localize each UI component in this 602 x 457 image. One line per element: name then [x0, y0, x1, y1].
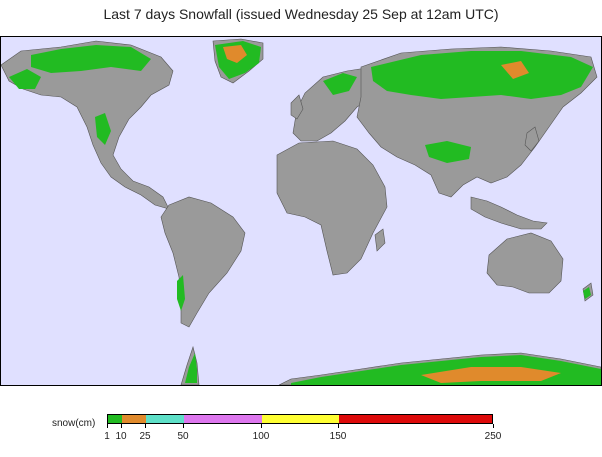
legend-tick-mark	[338, 424, 339, 428]
world-map-svg	[1, 37, 601, 385]
legend-color-bar-svg	[108, 415, 492, 423]
snow-andes	[177, 275, 185, 311]
snow-siberia-heavy	[501, 61, 529, 79]
map-title: Last 7 days Snowfall (issued Wednesday 2…	[103, 6, 499, 22]
legend-tick-mark	[493, 424, 494, 428]
legend-tick-label: 1	[104, 431, 110, 442]
legend-tick-mark	[121, 424, 122, 428]
legend-tick-label: 100	[252, 431, 270, 442]
africa	[276, 140, 388, 276]
british-isles	[290, 94, 304, 120]
north-america	[1, 40, 174, 210]
snow-scandinavia	[323, 73, 357, 95]
maritime-southeast-asia	[470, 196, 548, 230]
legend-bin-50-100	[184, 415, 262, 423]
madagascar	[374, 228, 386, 252]
snow-greenland-heavy	[223, 45, 247, 63]
snow-alaska	[9, 69, 41, 89]
snow-rockies	[95, 113, 111, 145]
world-map	[0, 36, 602, 386]
snow-tibet	[425, 141, 471, 163]
legend-tick-label: 25	[139, 431, 151, 442]
snow-siberia	[371, 51, 593, 99]
snow-new-zealand	[583, 287, 591, 299]
legend-tick-label: 250	[484, 431, 502, 442]
legend-color-bar	[107, 414, 493, 424]
legend-tick-mark	[261, 424, 262, 428]
snow-antarctic-peninsula	[185, 353, 197, 383]
legend-bin-100-150	[262, 415, 339, 423]
legend-bin-10-25	[122, 415, 146, 423]
legend-bin-1-10	[108, 415, 122, 423]
legend-bin-25-50	[146, 415, 184, 423]
legend-label: snow(cm)	[52, 418, 96, 429]
legend-tick-mark	[183, 424, 184, 428]
australia	[486, 232, 564, 294]
legend-tick-label: 10	[115, 431, 127, 442]
snow-antarctica-heavy	[421, 367, 561, 383]
legend-tick-label: 150	[329, 431, 347, 442]
japan	[524, 126, 540, 152]
legend-tick-mark	[107, 424, 108, 428]
legend-bin-150-250	[339, 415, 492, 423]
snow-canada-arctic	[31, 45, 151, 73]
legend-tick-mark	[145, 424, 146, 428]
legend-tick-label: 50	[177, 431, 189, 442]
